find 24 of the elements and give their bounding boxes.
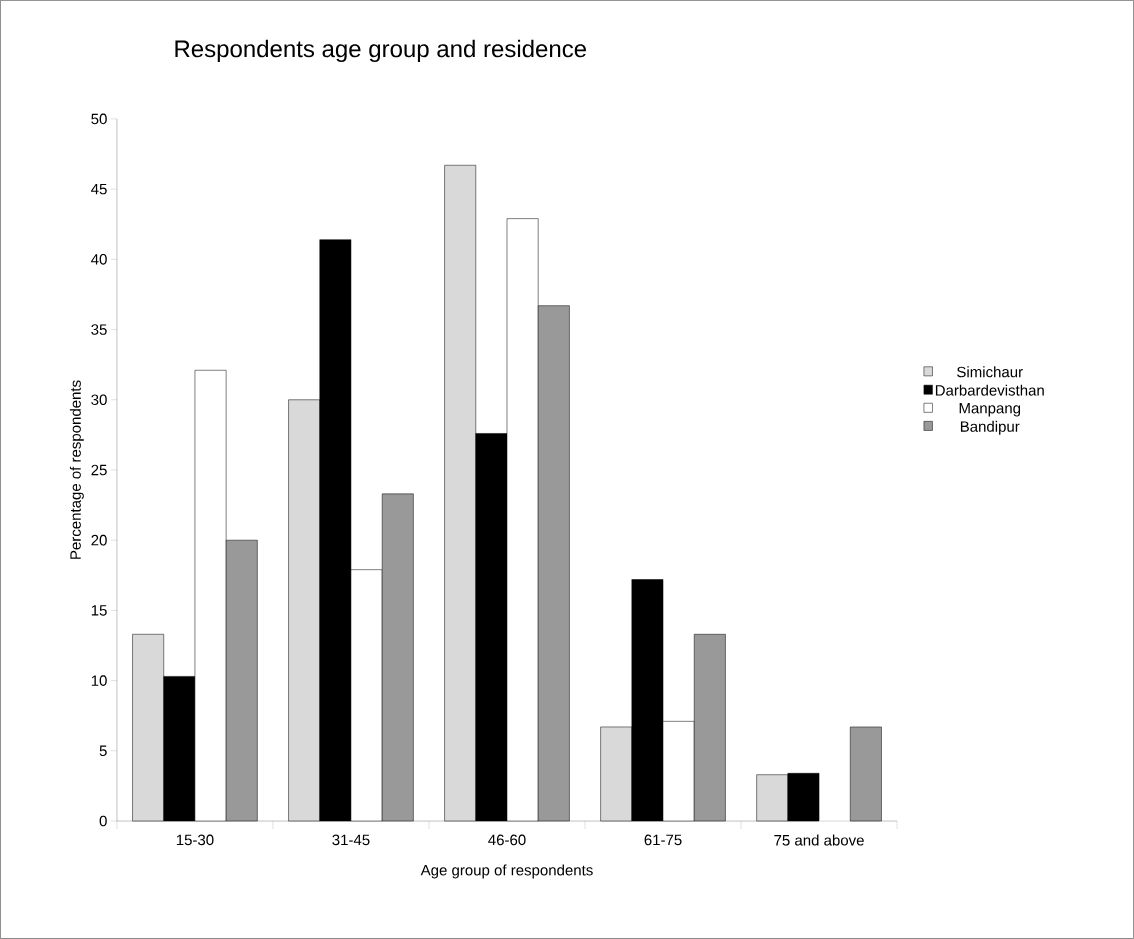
y-tick-label: 50 <box>91 113 107 125</box>
y-tick-label: 35 <box>91 324 107 335</box>
y-tick-label: 0 <box>99 815 107 827</box>
x-tick-label: 61-75 <box>644 834 682 846</box>
y-tick-label: 10 <box>91 675 107 686</box>
x-axis-title: Age group of respondents <box>420 864 593 879</box>
y-tick-label: 25 <box>91 464 107 476</box>
legend-label: Simichaur <box>957 366 1023 378</box>
y-tick-label: 40 <box>91 254 107 265</box>
y-tick-label: 5 <box>99 745 107 757</box>
legend-label: Bandipur <box>960 420 1020 435</box>
legend-label: Darbardevisthan <box>935 384 1044 396</box>
y-tick-label: 15 <box>91 605 107 616</box>
y-tick-label: 20 <box>91 534 107 546</box>
legend-label: Manpang <box>959 403 1021 417</box>
bar <box>850 726 882 822</box>
y-tick-label: 45 <box>91 183 107 195</box>
y-axis-title: Percentage of respondents <box>69 380 84 559</box>
chart-title: Respondents age group and residence <box>175 39 587 63</box>
x-tick-label: 46-60 <box>488 834 526 846</box>
x-tick-label: 31-45 <box>332 834 370 846</box>
y-tick-label: 30 <box>91 394 107 406</box>
x-tick-label: 15-30 <box>176 834 214 846</box>
x-tick-label: 75 and above <box>774 834 864 846</box>
